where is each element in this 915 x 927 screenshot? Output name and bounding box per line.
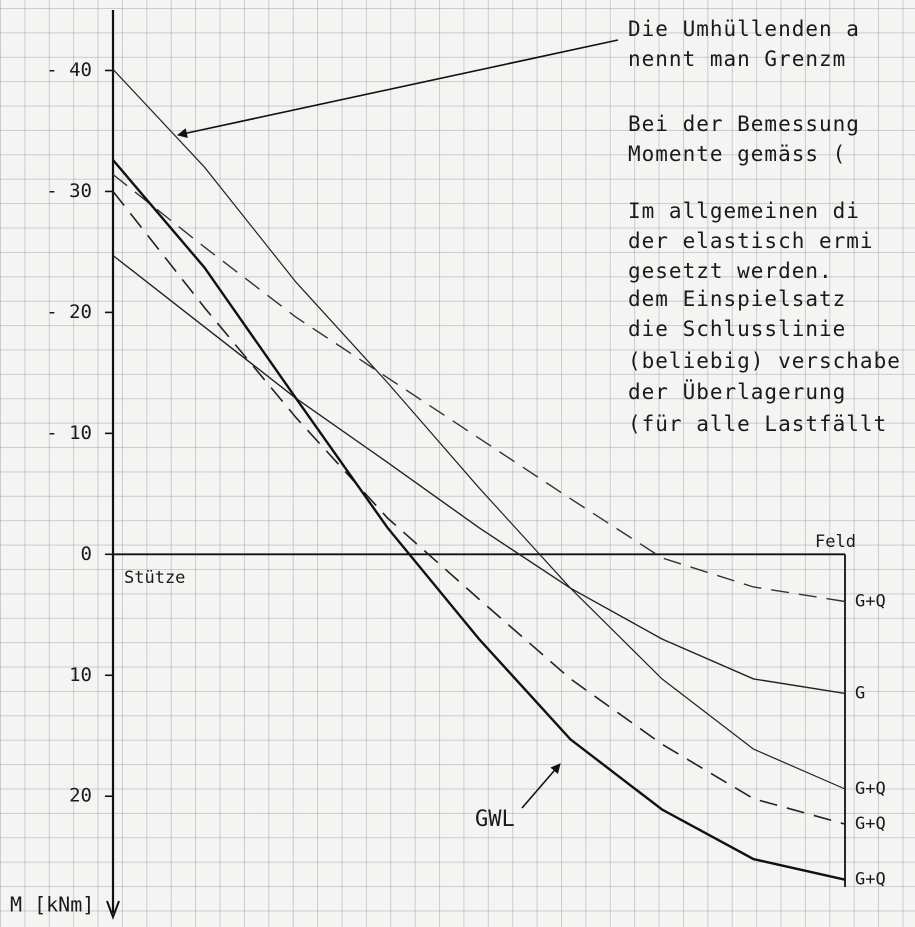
y-tick-label: 10 [69, 664, 92, 686]
series-label: G+Q [855, 779, 886, 799]
page: M [kNm] Stütze Feld GWL - 40 - 30 - 20 - 10… [0, 0, 915, 927]
note-line: der Überlagerung [628, 379, 846, 404]
note-line: dem Einspielsatz [628, 287, 846, 311]
note-line: Momente gemäss ( [628, 142, 846, 166]
note-line: der elastisch ermi [628, 229, 874, 253]
note-line: Im allgemeinen di [628, 199, 860, 223]
note-line: gesetzt werden. [628, 259, 833, 283]
series-label: G+Q [855, 591, 886, 611]
y-tick-label: 0 [81, 543, 92, 565]
y-tick-label: - 10 [46, 422, 92, 444]
series-label: G+Q [855, 870, 886, 890]
y-tick-label: - 20 [46, 301, 92, 323]
support-label: Stütze [124, 568, 185, 588]
note-line: nennt man Grenzm [628, 47, 846, 71]
note-line: (für alle Lastfällt [628, 412, 887, 436]
span-label: Feld [815, 532, 856, 552]
series-label: G [855, 683, 865, 703]
y-axis-label: M [kNm] [10, 893, 94, 917]
note-line: Bei der Bemessung [628, 112, 860, 136]
note-arrow [178, 40, 618, 135]
series-label: G+Q [855, 814, 886, 834]
gwl-arrow [522, 764, 560, 808]
note-line: (beliebig) verschabe [628, 349, 901, 373]
y-tick-label: 20 [69, 785, 92, 807]
chart: M [kNm] Stütze Feld GWL - 40 - 30 - 20 - 10… [0, 0, 915, 927]
y-tick-label: - 30 [46, 180, 92, 202]
note-line: die Schlusslinie [628, 317, 846, 341]
gwl-label: GWL [475, 807, 515, 832]
note-line: Die Umhüllenden a [628, 17, 860, 41]
y-tick-label: - 40 [46, 59, 92, 81]
